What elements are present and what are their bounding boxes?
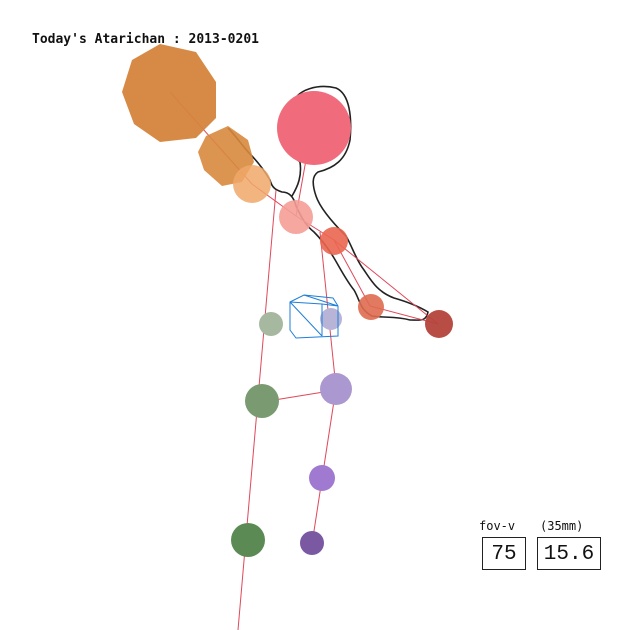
joint-neck [279,200,313,234]
joint-foot-right [300,531,324,555]
joint-shoulder [320,227,348,255]
joint-weapon-grip [233,165,271,203]
joint-hip-left [259,312,283,336]
fov-value-field[interactable]: 75 [482,537,526,570]
bone-forearm-a [333,239,439,325]
joint-elbow [358,294,384,320]
joint-ankle-right [309,465,335,491]
joint-weapon-head [122,44,216,142]
fov-label: fov-v [479,519,516,533]
cube-gizmo[interactable] [289,294,339,339]
joint-foot-left [231,523,265,557]
page-title: Today's Atarichan : 2013-0201 [32,32,259,47]
joint-head [277,91,351,165]
joint-hand [425,310,453,338]
joint-hip-right [320,308,342,330]
joint-knee-right [320,373,352,405]
focal-length-field[interactable]: 15.6 [537,537,601,570]
joint-knee-left [245,384,279,418]
joints[interactable] [122,44,453,557]
lens-label: (35mm) [540,519,584,533]
